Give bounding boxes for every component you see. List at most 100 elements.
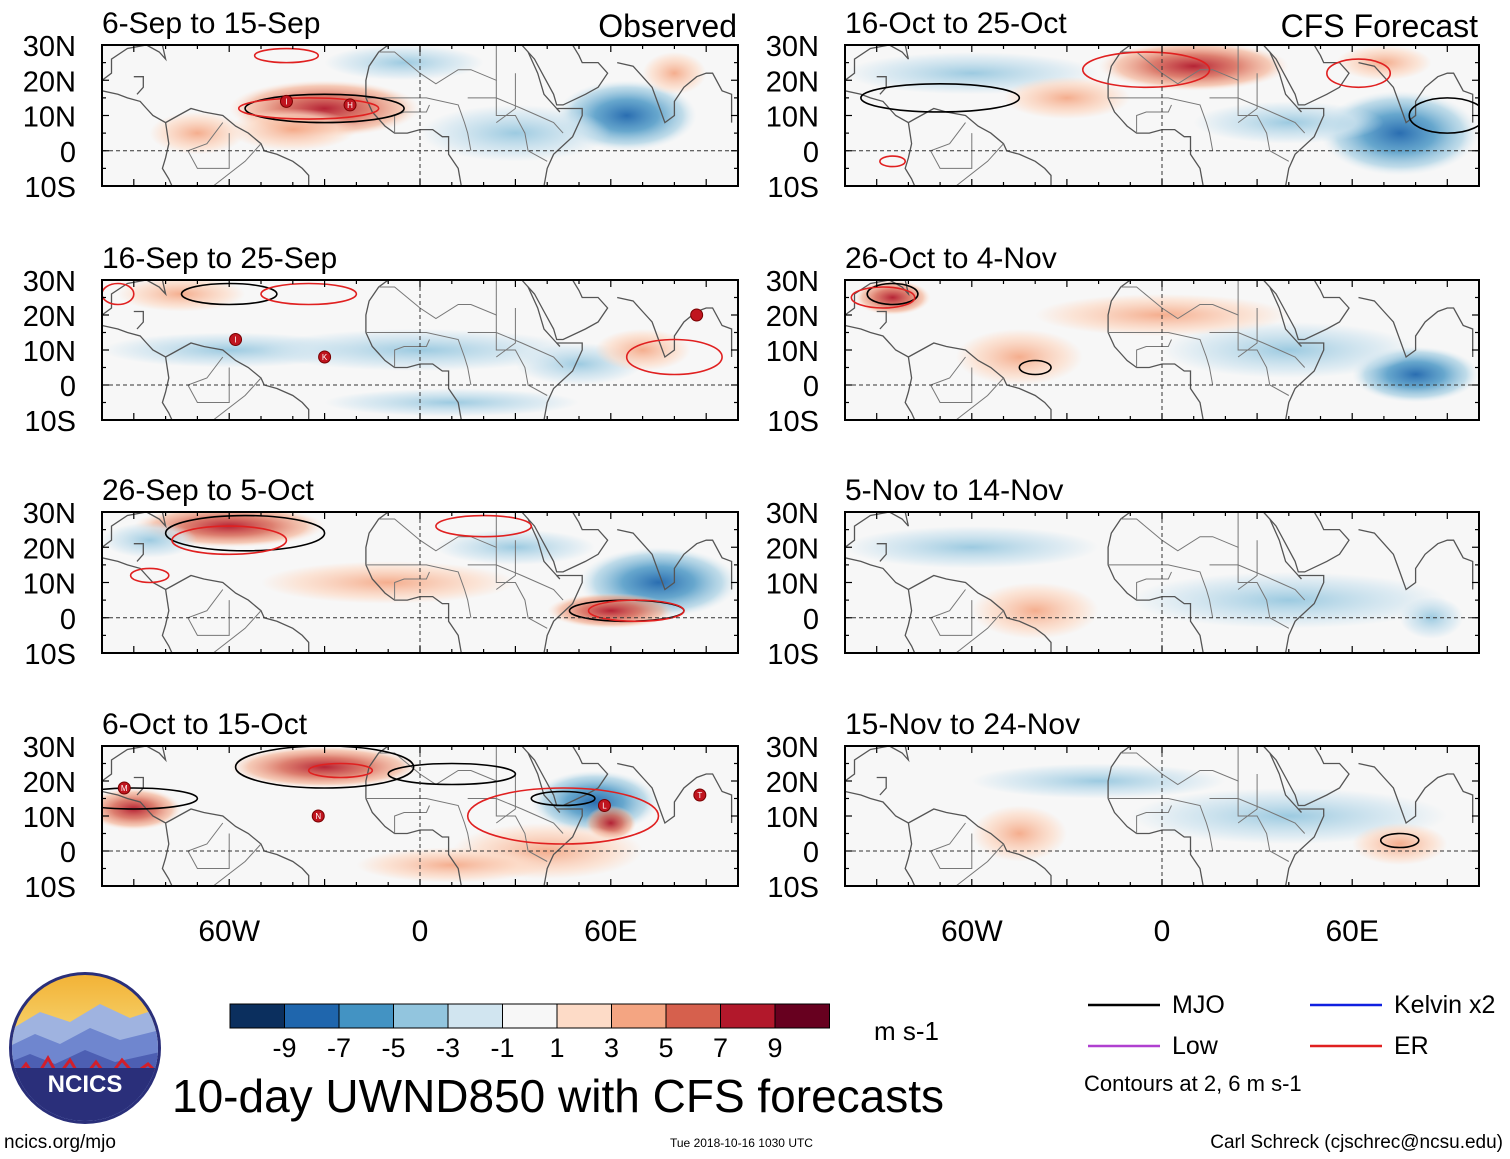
- svg-text:L: L: [602, 802, 607, 811]
- westerly-anomaly-patch: [356, 847, 548, 883]
- country-border: [1209, 798, 1306, 834]
- country-border: [1120, 746, 1239, 786]
- colorbar-swatch: [229, 1003, 285, 1029]
- latitude-tick-label: 30N: [766, 31, 819, 63]
- er-contour: [237, 97, 380, 120]
- country-border: [1237, 540, 1258, 590]
- longitude-tick-label: 0: [412, 915, 429, 948]
- colorbar-tick-label: 5: [658, 1033, 673, 1063]
- panel-period-label: 6-Sep to 15-Sep: [102, 7, 320, 40]
- latitude-tick-label: 30N: [23, 31, 76, 63]
- latitude-tick-label: 10N: [23, 336, 76, 368]
- coastline: [876, 310, 887, 330]
- panel-period-label: 16-Sep to 25-Sep: [102, 242, 337, 275]
- axis-ticks: [101, 745, 739, 887]
- map-panel-left-3: [101, 511, 739, 654]
- coastline: [527, 280, 609, 341]
- westerly-anomaly-patch: [229, 746, 420, 788]
- coastline: [161, 356, 173, 420]
- country-border: [1237, 781, 1290, 862]
- coastline: [556, 808, 561, 813]
- coastline: [365, 97, 462, 186]
- easterly-anomaly-patch: [102, 522, 198, 558]
- coastline: [1269, 746, 1350, 807]
- colorbar-tick-label: 7: [713, 1033, 728, 1063]
- latitude-tick-label: 10S: [767, 639, 819, 671]
- coastline: [451, 280, 583, 420]
- country-border: [212, 610, 262, 653]
- coastline: [1193, 280, 1325, 420]
- latitude-tick-label: 10N: [23, 102, 76, 134]
- contour-legend: MJO Kelvin x2 Low ER: [1088, 991, 1495, 1060]
- easterly-anomaly-patch: [420, 104, 611, 162]
- latitude-tick-label: 20N: [23, 301, 76, 333]
- er-contour: [850, 286, 916, 309]
- country-border: [378, 512, 497, 552]
- svg-text:H: H: [347, 101, 353, 110]
- coastline: [133, 310, 144, 330]
- coastline: [1107, 280, 1131, 333]
- latitude-tick-label: 10S: [24, 872, 76, 904]
- latitude-tick-label: 30N: [23, 732, 76, 764]
- coastline: [1269, 45, 1350, 106]
- er-contour: [1081, 51, 1211, 89]
- latitude-tick-label: 10S: [767, 172, 819, 204]
- longitude-tick-label: 0: [1154, 915, 1171, 948]
- coastline: [365, 512, 389, 565]
- westerly-anomaly-patch: [149, 111, 246, 155]
- latitude-tick-label: 10N: [766, 102, 819, 134]
- country-border: [394, 571, 430, 601]
- latitude-tick-label: 0: [60, 137, 76, 169]
- coastline: [133, 776, 144, 796]
- country-border: [1209, 332, 1306, 368]
- legend-note: Contours at 2, 6 m s-1: [1084, 1071, 1302, 1096]
- coastline: [845, 324, 1052, 420]
- coastline: [102, 280, 167, 316]
- colorbar-swatch: [447, 1003, 503, 1029]
- storm-marker: H: [343, 98, 357, 112]
- coastline: [365, 280, 389, 333]
- colorbar-swatch: [556, 1003, 612, 1029]
- colorbar-swatch: [284, 1003, 340, 1029]
- country-border: [1209, 97, 1306, 134]
- colorbar-swatch: [774, 1003, 830, 1029]
- country-border: [495, 315, 548, 396]
- coastline: [1107, 564, 1204, 653]
- country-border: [394, 805, 430, 834]
- country-border: [496, 308, 516, 358]
- latitude-tick-label: 30N: [766, 732, 819, 764]
- westerly-anomaly-patch: [971, 582, 1099, 639]
- coastline: [1297, 108, 1302, 113]
- footer-timestamp: Tue 2018-10-16 1030 UTC: [670, 1136, 813, 1150]
- er-contour: [102, 282, 135, 306]
- footer-url[interactable]: ncics.org/mjo: [4, 1132, 116, 1153]
- coastline: [1193, 45, 1325, 186]
- latitude-tick-label: 0: [803, 371, 819, 403]
- coastline: [527, 746, 609, 807]
- axis-ticks: [844, 511, 1480, 654]
- panel-period-label: 26-Oct to 4-Nov: [845, 242, 1057, 275]
- coastline: [876, 76, 887, 95]
- country-border: [1237, 547, 1290, 629]
- mjo-contour: [164, 514, 326, 552]
- er-contour: [129, 567, 170, 584]
- logo-text: NCICS: [48, 1071, 123, 1098]
- latitude-tick-label: 10S: [767, 872, 819, 904]
- colorbar-swatch: [393, 1003, 449, 1029]
- country-border: [1108, 564, 1214, 618]
- storm-marker: I: [279, 94, 293, 108]
- latitude-tick-label: 10N: [23, 569, 76, 601]
- longitude-tick-label: 60W: [198, 915, 260, 948]
- latitude-tick-label: 30N: [766, 498, 819, 530]
- coastline: [527, 45, 609, 106]
- country-border: [378, 45, 497, 85]
- country-border: [1237, 73, 1258, 124]
- axis-ticks: [101, 511, 739, 654]
- country-border: [1209, 564, 1306, 601]
- latitude-tick-label: 20N: [766, 301, 819, 333]
- country-border: [929, 589, 973, 636]
- coastline: [845, 512, 910, 548]
- coastline: [1297, 342, 1302, 347]
- storm-marker: N: [311, 809, 325, 823]
